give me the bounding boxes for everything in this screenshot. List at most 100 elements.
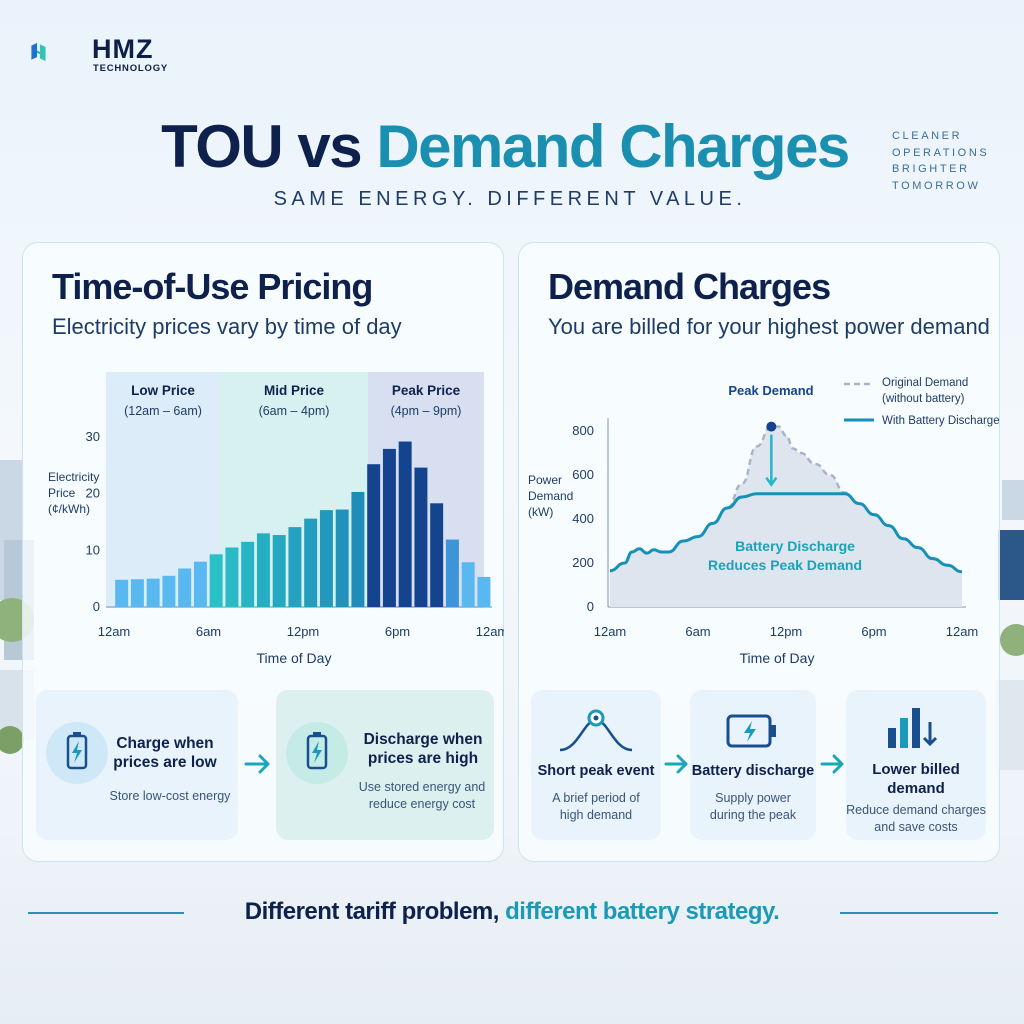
discharge-card-desc: Use stored energy and reduce energy cost [358, 780, 486, 811]
card-desc-line: during the peak [709, 808, 797, 822]
page-title-part1: TOU vs [161, 113, 377, 180]
card-desc-line: high demand [559, 808, 633, 822]
band-label-mid: Mid Price [264, 383, 325, 398]
x-axis-label: Time of Day [740, 650, 815, 666]
tou-price-chart: Low Price (12am – 6am) Mid Price (6am – … [48, 372, 504, 666]
price-bar [398, 441, 412, 607]
y-axis-label-line: Demand [528, 489, 573, 503]
legend-original-label: Original Demand [882, 377, 968, 389]
arrow-right-icon [820, 754, 844, 774]
price-bar [351, 491, 365, 607]
peak-event-title: Short peak event [537, 763, 655, 779]
x-tick-label: 12pm [287, 624, 320, 639]
price-bar [445, 539, 459, 607]
bar-chart-down-icon [888, 708, 938, 748]
x-tick-label: 12pm [770, 624, 803, 639]
peak-demand-label: Peak Demand [728, 383, 813, 398]
legend-original-label: (without battery) [882, 393, 965, 405]
area-label: Battery Discharge [735, 538, 855, 554]
band-label-peak: Peak Price [392, 383, 461, 398]
tou-title: Time-of-Use Pricing [52, 266, 373, 307]
peak-reduction-arrow-icon [765, 434, 778, 487]
demand-chart: 0 200 400 600 800 12am 6am 12pm 6pm 12am Peak Dem… [528, 377, 1000, 666]
price-bar [335, 509, 349, 607]
y-tick-label: 0 [93, 599, 100, 614]
battery-discharge-icon [286, 722, 348, 784]
arrow-right-icon [664, 754, 688, 774]
y-tick-label: 30 [86, 429, 100, 444]
band-range-peak: (4pm – 9pm) [391, 404, 462, 418]
price-bar [304, 518, 318, 607]
x-tick-label: 6pm [385, 624, 410, 639]
arrow-right-icon [244, 754, 270, 774]
y-axis-label-line: Power [528, 473, 562, 487]
legend-battery-label: With Battery Discharge [882, 415, 1000, 427]
x-tick-label: 6pm [861, 624, 886, 639]
price-bar [225, 547, 239, 607]
charge-card-title: Charge when prices are low [113, 735, 217, 771]
lower-demand-desc: Reduce demand charges and save costs [846, 802, 986, 836]
card-desc-line: Supply power [715, 791, 791, 805]
y-tick-label: 800 [572, 423, 594, 438]
tagline-line: BRIGHTER [892, 163, 970, 175]
price-bar [414, 467, 428, 607]
footer-part2: different battery strategy. [505, 898, 780, 925]
y-axis-label-line: (¢/kWh) [48, 502, 90, 516]
y-tick-label: 20 [86, 486, 100, 501]
brand-logo-icon [31, 42, 46, 62]
background-buildings-right [996, 480, 1024, 770]
x-tick-label: 12am [476, 624, 504, 639]
tagline-line: TOMORROW [892, 179, 981, 192]
page-subtitle: SAME ENERGY. DIFFERENT VALUE. [273, 188, 747, 210]
x-tick-label: 12am [98, 624, 131, 639]
price-bar [146, 578, 160, 607]
battery-charge-icon [46, 722, 108, 784]
discharge-card-title: Discharge when prices are high [363, 731, 483, 767]
peak-demand-marker [766, 421, 777, 432]
area-label: Reduces Peak Demand [708, 557, 862, 573]
price-bar [130, 579, 144, 607]
price-bar [241, 541, 255, 607]
price-bar [319, 510, 333, 607]
peak-event-desc: A brief period of high demand [531, 790, 661, 824]
y-tick-label: 10 [86, 542, 100, 557]
battery-icon [726, 714, 776, 748]
page-title-part2: Demand Charges [376, 113, 850, 180]
tagline-line: CLEANER [892, 130, 963, 142]
battery-demand-line [609, 492, 963, 574]
price-bar [115, 579, 129, 607]
footer-message: Different tariff problem, different batt… [0, 898, 1024, 926]
price-bar [162, 575, 176, 607]
y-tick-label: 0 [587, 599, 594, 614]
x-tick-label: 6am [196, 624, 221, 639]
brand-subtitle: TECHNOLOGY [93, 63, 169, 74]
demand-description: You are billed for your highest power de… [548, 314, 990, 339]
shaved-peak-area [610, 426, 962, 607]
price-bar [367, 464, 381, 607]
y-tick-label: 200 [572, 555, 594, 570]
price-bar [430, 503, 444, 607]
battery-discharge-desc: Supply power during the peak [690, 790, 816, 824]
footer-part1: Different tariff problem, [244, 898, 506, 925]
x-axis-label: Time of Day [257, 650, 332, 666]
brand-name: HMZ [92, 34, 154, 64]
y-axis-label-line: Price [48, 486, 76, 500]
card-desc-line: Reduce demand charges [846, 803, 986, 817]
y-axis-label-line: (kW) [528, 505, 553, 519]
band-range-mid: (6am – 4pm) [259, 404, 330, 418]
battery-discharge-title: Battery discharge [691, 763, 815, 779]
x-tick-label: 12am [946, 624, 979, 639]
y-tick-label: 600 [572, 467, 594, 482]
y-axis-label-line: Electricity [48, 470, 99, 484]
lower-demand-title: Lower billed demand [872, 761, 960, 797]
price-bar [461, 562, 475, 607]
price-bar [193, 561, 207, 607]
price-bar [272, 535, 286, 607]
tou-description: Electricity prices vary by time of day [52, 314, 402, 339]
y-tick-label: 400 [572, 511, 594, 526]
peak-curve-icon [559, 709, 633, 752]
price-bar [178, 568, 192, 607]
card-desc-line: A brief period of [552, 791, 640, 805]
band-label-low: Low Price [131, 383, 195, 398]
page-title: TOU vs Demand Charges [0, 112, 1010, 181]
